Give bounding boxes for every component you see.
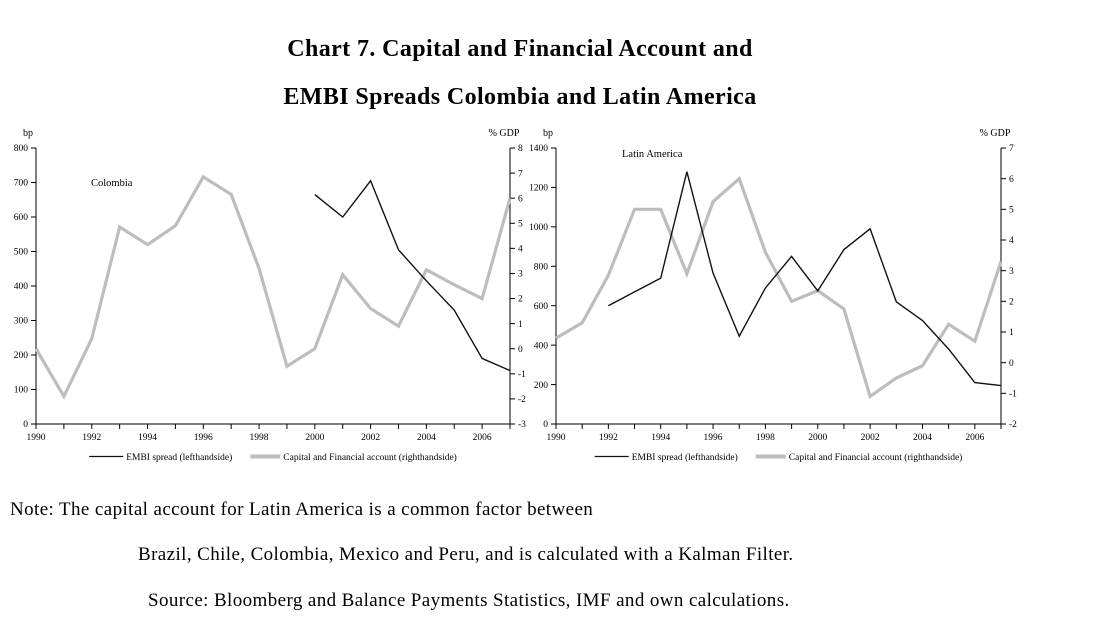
latin-america-left-axis-unit: bp (543, 128, 553, 139)
colombia-ticks (31, 147, 515, 429)
colombia-right-tick-label: 2 (518, 295, 523, 305)
colombia-x-tick-label: 2006 (473, 433, 492, 443)
colombia-left-tick-label: 100 (14, 386, 29, 396)
latin-america-x-tick-label: 2000 (808, 433, 827, 443)
colombia-embi-spread-line (314, 179, 511, 372)
colombia-left-tick-label: 0 (23, 420, 28, 430)
embi-legend-label: EMBI spread (lefthandside) (126, 452, 232, 463)
colombia-x-tick-label: 1996 (194, 433, 213, 443)
colombia-legend: EMBI spread (lefthandside) Capital and Fi… (89, 452, 457, 463)
colombia-right-tick-label: 4 (518, 245, 523, 255)
latin-america-right-tick-label: 4 (1009, 236, 1014, 246)
latin-america-chart: 0 200 400 600 800 1000 1200 1400 -2 -1 0 1 2 3 4 5 6 7 199… (529, 128, 1017, 463)
latin-america-right-tick-label: 2 (1009, 298, 1014, 308)
latin-america-axes (555, 148, 1002, 425)
colombia-right-tick-label: -3 (518, 420, 526, 430)
latin-america-right-axis-unit: % GDP (980, 128, 1011, 139)
colombia-right-tick-label: -1 (518, 370, 526, 380)
colombia-right-axis-unit: % GDP (489, 128, 520, 139)
latin-america-x-tick-label: 1996 (704, 433, 723, 443)
colombia-left-tick-label: 200 (14, 351, 29, 361)
colombia-x-tick-label: 1994 (138, 433, 157, 443)
latin-america-x-tick-label: 2002 (861, 433, 880, 443)
colombia-right-tick-label: 3 (518, 270, 523, 280)
latin-america-left-tick-label: 200 (534, 381, 549, 391)
colombia-right-tick-label: -2 (518, 395, 526, 405)
latin-america-right-tick-label: 0 (1009, 359, 1014, 369)
capital-legend-label: Capital and Financial account (righthand… (283, 452, 457, 463)
colombia-x-tick-label: 1992 (82, 433, 101, 443)
latin-america-right-tick-label: 1 (1009, 328, 1014, 338)
colombia-right-tick-label: 0 (518, 345, 523, 355)
latin-america-x-tick-label: 1990 (547, 433, 566, 443)
colombia-x-tick-label: 2000 (305, 433, 324, 443)
figure-title-line2: EMBI Spreads Colombia and Latin America (283, 84, 757, 110)
colombia-right-tick-label: 6 (518, 194, 523, 204)
note-line1: Note: The capital account for Latin Amer… (10, 499, 594, 520)
note-line3: Source: Bloomberg and Balance Payments S… (148, 590, 790, 611)
latin-america-capital-account-line (555, 175, 1003, 399)
colombia-chart: 0 100 200 300 400 500 600 700 800 -3 -2 -1 0 1 2 3 4 5 6 7 8… (14, 128, 526, 463)
latin-america-x-tick-label: 2006 (965, 433, 984, 443)
colombia-left-tick-label: 600 (14, 213, 29, 223)
embi-legend-label: EMBI spread (lefthandside) (632, 452, 738, 463)
capital-legend-label: Capital and Financial account (righthand… (789, 452, 963, 463)
colombia-left-tick-label: 800 (14, 144, 29, 154)
colombia-right-tick-label: 1 (518, 320, 523, 330)
colombia-left-tick-label: 500 (14, 248, 29, 258)
colombia-x-tick-label: 1990 (27, 433, 46, 443)
colombia-capital-account-line (34, 174, 512, 400)
colombia-x-tick-label: 2002 (361, 433, 380, 443)
colombia-right-tick-label: 7 (518, 169, 523, 179)
latin-america-embi-spread-line (608, 171, 1002, 387)
colombia-right-tick-label: 8 (518, 144, 523, 154)
colombia-left-tick-label: 700 (14, 179, 29, 189)
latin-america-x-tick-label: 1998 (756, 433, 775, 443)
latin-america-left-tick-label: 800 (534, 262, 549, 272)
figure-title-line1: Chart 7. Capital and Financial Account a… (287, 36, 753, 62)
latin-america-right-tick-label: 7 (1009, 144, 1014, 154)
colombia-left-tick-label: 300 (14, 317, 29, 327)
latin-america-left-tick-label: 1400 (529, 144, 548, 154)
latin-america-right-tick-label: 3 (1009, 267, 1014, 277)
colombia-axes (35, 148, 511, 425)
latin-america-x-tick-label: 1992 (599, 433, 618, 443)
colombia-left-tick-label: 400 (14, 282, 29, 292)
latin-america-x-tick-label: 1994 (651, 433, 670, 443)
latin-america-x-tick-label: 2004 (913, 433, 932, 443)
colombia-left-axis-unit: bp (23, 128, 33, 139)
note-line2: Brazil, Chile, Colombia, Mexico and Peru… (138, 544, 794, 565)
latin-america-tick-labels: 0 200 400 600 800 1000 1200 1400 -2 -1 0 1 2 3 4 5 6 7 199… (529, 144, 1017, 443)
colombia-chart-label: Colombia (91, 178, 133, 189)
colombia-x-tick-label: 2004 (417, 433, 436, 443)
colombia-x-tick-label: 1998 (250, 433, 269, 443)
colombia-tick-labels: 0 100 200 300 400 500 600 700 800 -3 -2 -1 0 1 2 3 4 5 6 7 8… (14, 144, 526, 443)
latin-america-left-tick-label: 0 (543, 420, 548, 430)
latin-america-left-tick-label: 1200 (529, 184, 548, 194)
latin-america-left-tick-label: 600 (534, 302, 549, 312)
latin-america-ticks (551, 147, 1006, 429)
latin-america-right-tick-label: 6 (1009, 175, 1014, 185)
latin-america-chart-label: Latin America (622, 149, 683, 160)
latin-america-right-tick-label: -2 (1009, 420, 1017, 430)
latin-america-right-tick-label: -1 (1009, 390, 1017, 400)
latin-america-legend: EMBI spread (lefthandside) Capital and Fi… (594, 452, 963, 463)
latin-america-left-tick-label: 1000 (529, 223, 548, 233)
latin-america-right-tick-label: 5 (1009, 206, 1014, 216)
colombia-right-tick-label: 5 (518, 219, 523, 229)
latin-america-left-tick-label: 400 (534, 341, 549, 351)
